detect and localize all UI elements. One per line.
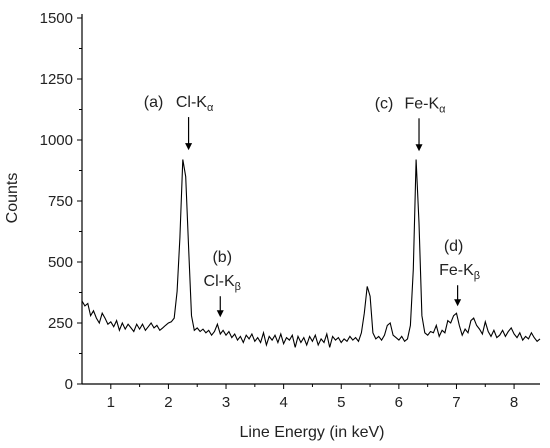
x-tick-label: 7: [452, 394, 460, 411]
annotation-arrowhead: [454, 299, 462, 307]
annotation-letter: (b): [212, 249, 232, 266]
y-tick-label: 500: [48, 254, 73, 271]
peak-annotation: (c) Fe-Kα: [375, 95, 447, 152]
y-axis-label: Counts: [4, 173, 21, 224]
annotation-label: Fe-Kβ: [439, 262, 480, 282]
y-tick-label: 250: [48, 315, 73, 332]
x-tick-label: 6: [395, 394, 403, 411]
y-tick-label: 1000: [40, 132, 73, 149]
peak-annotation: (a) Cl-Kα: [144, 94, 214, 151]
tick-labels: 0 250 500 750 1000 1250 1500 1 2 3 4 5 6 7 8: [40, 10, 519, 411]
annotation-arrowhead: [216, 310, 224, 318]
peak-annotations: (a) Cl-Kα (b) Cl-Kβ (c) Fe-Kα (d) Fe-Kβ: [144, 94, 480, 318]
spectrum-line: [81, 159, 541, 348]
annotation-label: Cl-Kα: [176, 94, 214, 114]
y-tick-label: 0: [65, 376, 73, 393]
x-tick-label: 8: [510, 394, 518, 411]
peak-annotation: (d) Fe-Kβ: [439, 238, 480, 307]
y-tick-label: 1500: [40, 10, 73, 27]
y-tick-label: 1250: [40, 71, 73, 88]
axes: [81, 14, 540, 385]
x-tick-label: 1: [107, 394, 115, 411]
annotation-label: Fe-Kα: [405, 95, 447, 115]
annotation-label: Cl-Kβ: [204, 273, 241, 293]
peak-annotation: (b) Cl-Kβ: [204, 249, 241, 318]
annotation-letter: (c): [375, 95, 394, 112]
annotation-arrowhead: [415, 144, 423, 152]
y-tick-label: 750: [48, 193, 73, 210]
annotation-letter: (d): [444, 238, 464, 255]
x-axis-label: Line Energy (in keV): [240, 424, 385, 441]
x-tick-label: 5: [337, 394, 345, 411]
x-tick-label: 2: [164, 394, 172, 411]
annotation-letter: (a): [144, 94, 164, 111]
tick-marks: [77, 17, 515, 389]
x-tick-label: 3: [222, 394, 230, 411]
annotation-arrowhead: [185, 143, 193, 151]
x-tick-label: 4: [279, 394, 287, 411]
